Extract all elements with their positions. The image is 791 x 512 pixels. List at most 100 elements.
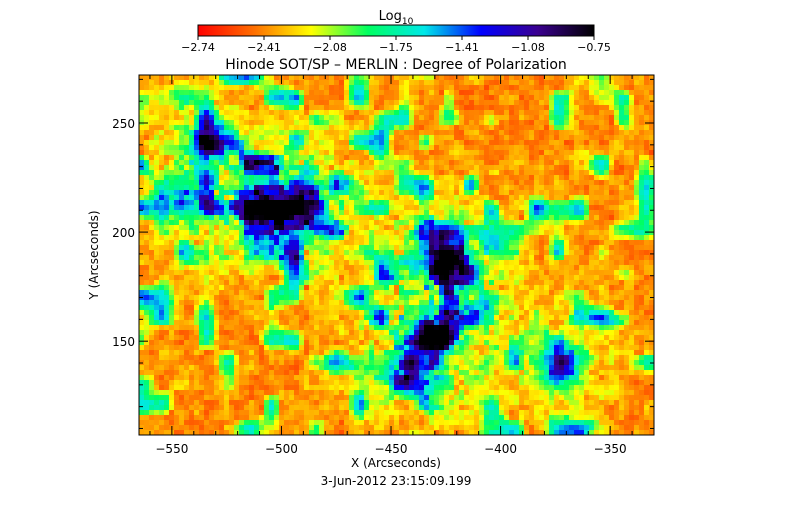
heatmap-cell (239, 180, 244, 185)
heatmap-cell (214, 180, 219, 185)
heatmap-cell (619, 150, 624, 155)
heatmap-cell (429, 245, 434, 250)
heatmap-cell (479, 225, 484, 230)
heatmap-cell (264, 85, 269, 90)
heatmap-cell (379, 115, 384, 120)
heatmap-cell (629, 125, 634, 130)
heatmap-cell (629, 285, 634, 290)
heatmap-cell (499, 285, 504, 290)
heatmap-cell (509, 130, 514, 135)
heatmap-cell (519, 165, 524, 170)
heatmap-cell (614, 130, 619, 135)
heatmap-cell (399, 175, 404, 180)
heatmap-cell (459, 225, 464, 230)
heatmap-cell (294, 190, 299, 195)
heatmap-cell (589, 155, 594, 160)
heatmap-cell (149, 180, 154, 185)
heatmap-cell (349, 145, 354, 150)
heatmap-cell (329, 260, 334, 265)
heatmap-cell (469, 310, 474, 315)
heatmap-cell (164, 275, 169, 280)
heatmap-cell (614, 265, 619, 270)
heatmap-cell (564, 305, 569, 310)
heatmap-cell (609, 265, 614, 270)
heatmap-cell (649, 175, 654, 180)
heatmap-cell (624, 100, 629, 105)
heatmap-cell (204, 305, 209, 310)
heatmap-cell (289, 200, 294, 205)
heatmap-cell (224, 245, 229, 250)
heatmap-cell (149, 285, 154, 290)
heatmap-cell (639, 200, 644, 205)
heatmap-cell (479, 180, 484, 185)
heatmap-cell (514, 260, 519, 265)
heatmap-cell (539, 200, 544, 205)
heatmap-cell (419, 90, 424, 95)
heatmap-cell (224, 185, 229, 190)
heatmap-cell (584, 310, 589, 315)
heatmap-cell (144, 265, 149, 270)
heatmap-cell (584, 140, 589, 145)
heatmap-cell (234, 305, 239, 310)
heatmap-cell (509, 205, 514, 210)
heatmap-cell (494, 310, 499, 315)
heatmap-cell (549, 175, 554, 180)
heatmap-cell (144, 140, 149, 145)
heatmap-cell (334, 215, 339, 220)
heatmap-cell (389, 210, 394, 215)
heatmap-cell (539, 100, 544, 105)
heatmap-cell (639, 95, 644, 100)
heatmap-cell (159, 120, 164, 125)
heatmap-cell (229, 75, 234, 80)
heatmap-cell (629, 245, 634, 250)
heatmap-cell (539, 85, 544, 90)
heatmap-cell (379, 275, 384, 280)
heatmap-cell (579, 200, 584, 205)
heatmap-cell (354, 140, 359, 145)
heatmap-cell (554, 170, 559, 175)
heatmap-cell (529, 260, 534, 265)
heatmap-cell (219, 85, 224, 90)
heatmap-cell (504, 100, 509, 105)
heatmap-cell (314, 295, 319, 300)
heatmap-cell (294, 235, 299, 240)
heatmap-cell (644, 180, 649, 185)
heatmap-cell (469, 80, 474, 85)
heatmap-cell (154, 290, 159, 295)
heatmap-cell (644, 135, 649, 140)
heatmap-cell (444, 185, 449, 190)
heatmap-cell (229, 225, 234, 230)
heatmap-cell (244, 220, 249, 225)
heatmap-cell (589, 75, 594, 80)
heatmap-cell (164, 300, 169, 305)
heatmap-cell (169, 180, 174, 185)
heatmap-cell (589, 220, 594, 225)
colorbar-tick-label: −1.75 (379, 41, 413, 54)
heatmap-cell (459, 85, 464, 90)
heatmap-cell (519, 255, 524, 260)
heatmap-cell (484, 90, 489, 95)
heatmap-cell (264, 160, 269, 165)
heatmap-cell (594, 275, 599, 280)
heatmap-cell (544, 125, 549, 130)
heatmap-cell (319, 245, 324, 250)
heatmap-cell (169, 305, 174, 310)
heatmap-cell (604, 95, 609, 100)
heatmap-cell (464, 175, 469, 180)
heatmap-cell (149, 270, 154, 275)
heatmap-cell (389, 135, 394, 140)
heatmap-cell (569, 110, 574, 115)
heatmap-cell (589, 240, 594, 245)
heatmap-cell (309, 295, 314, 300)
heatmap-cell (454, 285, 459, 290)
heatmap-cell (509, 95, 514, 100)
heatmap-cell (364, 210, 369, 215)
heatmap-cell (234, 130, 239, 135)
heatmap-cell (334, 145, 339, 150)
heatmap-cell (469, 185, 474, 190)
heatmap-cell (154, 160, 159, 165)
heatmap-cell (454, 110, 459, 115)
heatmap-cell (314, 115, 319, 120)
heatmap-cell (459, 275, 464, 280)
heatmap-cell (334, 120, 339, 125)
